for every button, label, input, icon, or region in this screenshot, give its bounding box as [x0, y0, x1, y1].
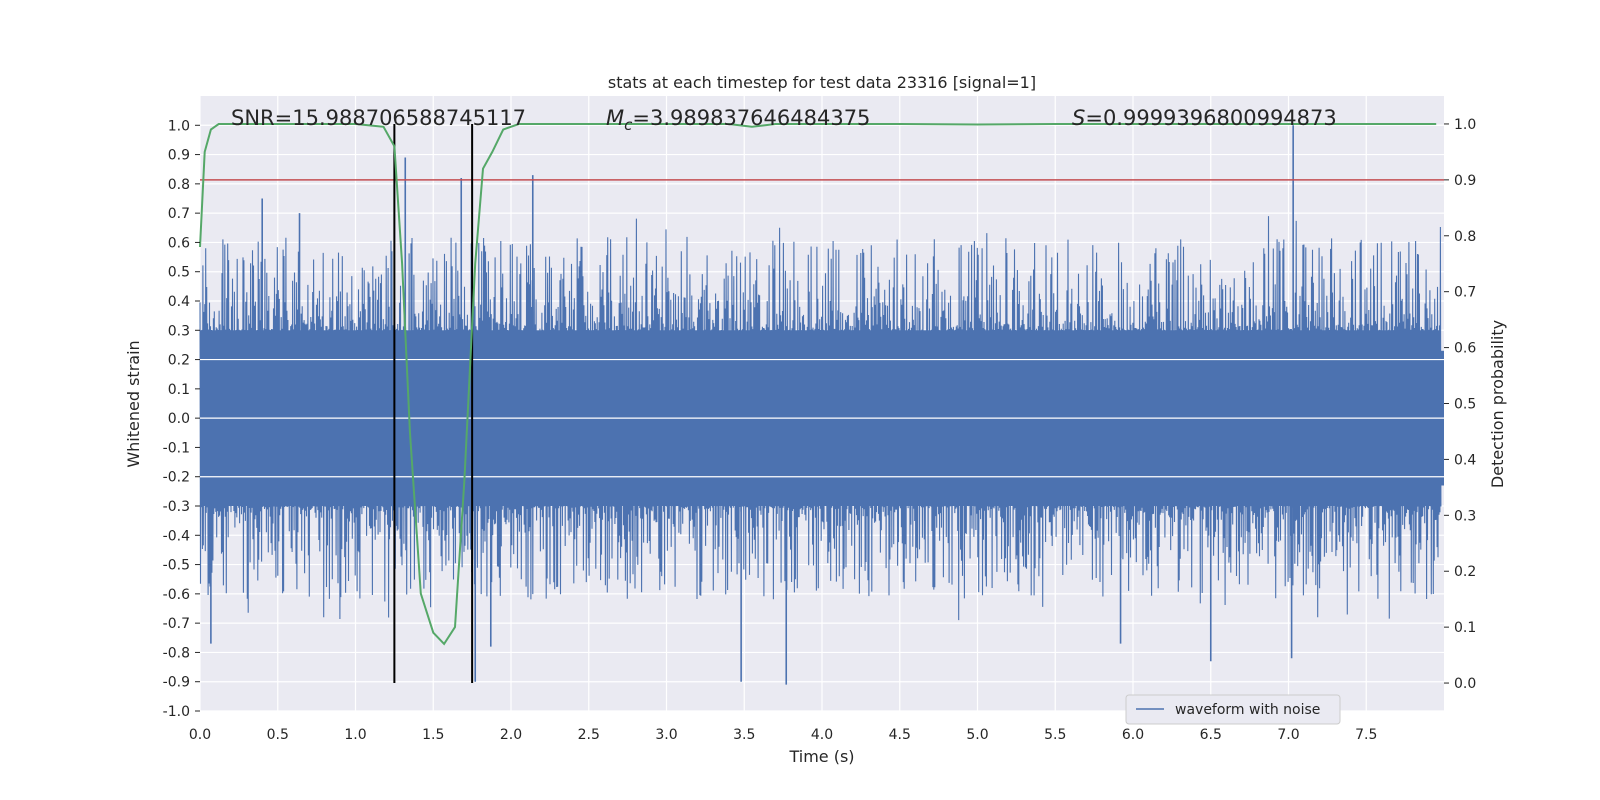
chirp-mass-subscript: c: [624, 116, 633, 134]
x-tick-label: 6.5: [1200, 727, 1222, 743]
legend-entry-waveform: waveform with noise: [1175, 702, 1320, 718]
y-tick-label: 1.0: [168, 118, 190, 134]
y-tick-label: -0.9: [163, 675, 190, 691]
y-tick-label: -0.8: [163, 645, 190, 661]
x-tick-label: 5.5: [1044, 727, 1066, 743]
snr-annotation: SNR=15.988706588745117: [231, 106, 526, 130]
y-tick-label: 0.6: [168, 235, 190, 251]
y-tick-label: -0.2: [163, 470, 190, 486]
y-tick-label: 0.4: [168, 294, 190, 310]
score-symbol: S: [1072, 106, 1085, 130]
x-tick-label: 2.0: [500, 727, 522, 743]
y-right-tick-label: 0.1: [1454, 620, 1476, 636]
x-tick-label: 1.0: [344, 727, 366, 743]
x-tick-label: 2.5: [578, 727, 600, 743]
x-tick-label: 6.0: [1122, 727, 1144, 743]
y-tick-labels: -1.0 -0.9 -0.8 -0.7 -0.6 -0.5 -0.4 -0.3 -0.2 -0.1…: [163, 118, 200, 720]
y-right-tick-label: 0.9: [1454, 173, 1476, 189]
x-tick-label: 3.0: [655, 727, 677, 743]
y-axis-label: Whitened strain: [124, 340, 143, 467]
y-tick-label: -0.1: [163, 440, 190, 456]
x-tick-labels: 0.0 0.5 1.0 1.5 2.0 2.5 3.0 3.5 4.0 4.5 5.0 5.5 6.0 6…: [189, 727, 1378, 743]
y-tick-label: 0.8: [168, 177, 190, 193]
legend: waveform with noise: [1125, 694, 1341, 725]
overlay-lines: [199, 123, 1444, 684]
y-tick-label: 0.7: [168, 206, 190, 222]
x-tick-label: 3.5: [733, 727, 755, 743]
chirp-mass-symbol: M: [606, 106, 624, 130]
y-tick-label: -0.7: [163, 616, 190, 632]
y-right-tick-label: 0.7: [1454, 285, 1476, 301]
score-annotation: S=0.9999396800994873: [1072, 106, 1337, 130]
y-tick-label: 0.1: [168, 382, 190, 398]
y-tick-label: 0.0: [168, 411, 190, 427]
x-axis-label: Time (s): [788, 747, 854, 766]
chirp-mass-value: =3.989837646484375: [632, 106, 870, 130]
y-tick-label: -0.6: [163, 587, 190, 603]
x-tick-label: 4.5: [889, 727, 911, 743]
x-tick-label: 5.0: [966, 727, 988, 743]
x-tick-label: 1.5: [422, 727, 444, 743]
legend-box: [1125, 694, 1341, 725]
y-tick-label: -0.3: [163, 499, 190, 515]
y-tick-label: 0.9: [168, 148, 190, 164]
score-value: =0.9999396800994873: [1085, 106, 1336, 130]
y-right-tick-label: 0.5: [1454, 397, 1476, 413]
x-tick-label: 0.5: [267, 727, 289, 743]
y-tick-label: 0.2: [168, 353, 190, 369]
y-right-tick-label: 0.2: [1454, 564, 1476, 580]
y-tick-label: 0.5: [168, 265, 190, 281]
y-tick-label: 0.3: [168, 323, 190, 339]
y-tick-label: -0.5: [163, 558, 190, 574]
y-right-axis-label: Detection probability: [1488, 320, 1507, 488]
x-tick-label: 7.5: [1355, 727, 1377, 743]
y-right-tick-labels: 0.0 0.1 0.2 0.3 0.4 0.5 0.6 0.7 0.8 0.9 1.0: [1444, 117, 1476, 692]
chirp-mass-annotation: Mc=3.989837646484375: [606, 106, 870, 134]
chart-title: stats at each timestep for test data 233…: [608, 73, 1036, 92]
y-tick-label: -1.0: [163, 704, 190, 720]
y-right-tick-label: 0.6: [1454, 341, 1476, 357]
y-right-tick-label: 0.8: [1454, 229, 1476, 245]
y-right-tick-label: 1.0: [1454, 117, 1476, 133]
x-tick-label: 7.0: [1277, 727, 1299, 743]
y-tick-label: -0.4: [163, 528, 190, 544]
y-right-tick-label: 0.4: [1454, 452, 1476, 468]
y-right-tick-label: 0.3: [1454, 508, 1476, 524]
y-right-tick-label: 0.0: [1454, 676, 1476, 692]
x-tick-label: 0.0: [189, 727, 211, 743]
detection-probability-line: [199, 123, 1437, 646]
x-tick-label: 4.0: [811, 727, 833, 743]
